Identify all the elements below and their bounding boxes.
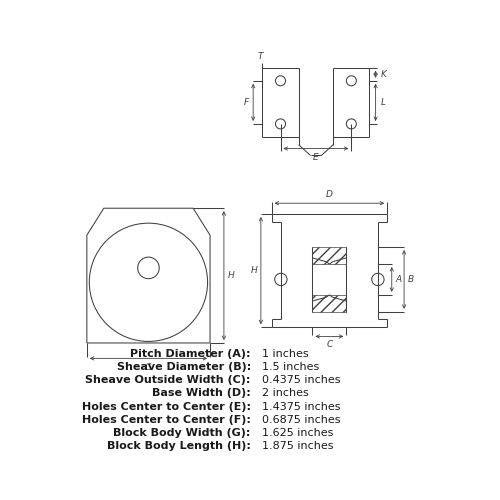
Text: E: E: [313, 153, 319, 162]
Text: 1.4375 inches: 1.4375 inches: [262, 402, 341, 411]
Text: 1.875 inches: 1.875 inches: [262, 441, 334, 451]
Bar: [312, 247, 346, 264]
Text: A: A: [396, 275, 402, 284]
Text: 1 inches: 1 inches: [262, 349, 309, 359]
Text: K: K: [381, 70, 387, 78]
Text: H: H: [228, 271, 234, 280]
Text: H: H: [250, 266, 257, 275]
Text: Holes Center to Center (E):: Holes Center to Center (E):: [82, 402, 251, 411]
Text: Block Body Width (G):: Block Body Width (G):: [114, 428, 251, 438]
Text: L: L: [381, 98, 386, 107]
Text: C: C: [326, 340, 332, 348]
Text: F: F: [244, 98, 250, 107]
Text: Base Width (D):: Base Width (D):: [152, 388, 251, 398]
Text: 0.4375 inches: 0.4375 inches: [262, 376, 341, 386]
Text: 2 inches: 2 inches: [262, 388, 309, 398]
Text: T: T: [258, 52, 263, 61]
Text: 1.625 inches: 1.625 inches: [262, 428, 334, 438]
Text: G: G: [145, 363, 152, 372]
Text: D: D: [326, 190, 333, 200]
Text: Sheave Diameter (B):: Sheave Diameter (B):: [116, 362, 251, 372]
Text: B: B: [408, 275, 414, 284]
Bar: [312, 295, 346, 312]
Text: Sheave Outside Width (C):: Sheave Outside Width (C):: [86, 376, 251, 386]
Text: Block Body Length (H):: Block Body Length (H):: [107, 441, 251, 451]
Text: 1.5 inches: 1.5 inches: [262, 362, 320, 372]
Text: Pitch Diameter (A):: Pitch Diameter (A):: [130, 349, 251, 359]
Text: 0.6875 inches: 0.6875 inches: [262, 414, 341, 424]
Text: Holes Center to Center (F):: Holes Center to Center (F):: [82, 414, 251, 424]
